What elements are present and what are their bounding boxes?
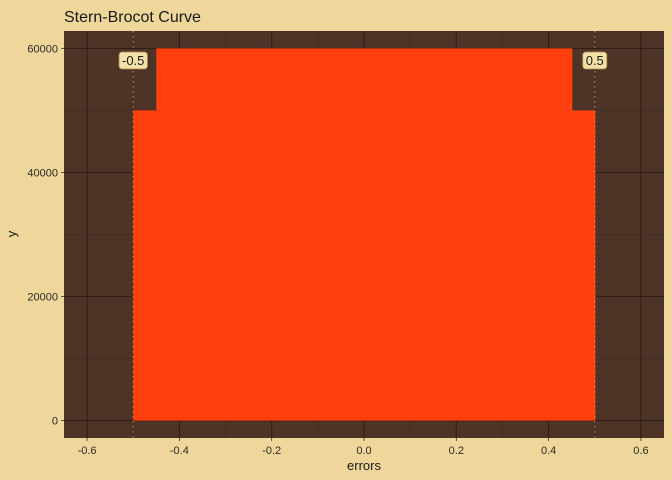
- bar-0: [133, 110, 157, 421]
- y-axis: 0 20000 40000 60000: [27, 43, 64, 428]
- x-tick-label: 0.4: [541, 445, 556, 457]
- vline-label-box: [582, 51, 608, 70]
- plot-area: -0.5 0.5: [64, 31, 664, 438]
- y-axis-label: y: [4, 230, 19, 237]
- x-tick-label: 0.0: [356, 445, 371, 457]
- y-tick-label: 60000: [27, 43, 58, 55]
- vline-label-text: -0.5: [122, 53, 144, 68]
- y-tick-label: 0: [52, 416, 58, 428]
- vline-label-0: -0.5: [118, 51, 148, 70]
- x-tick-label: -0.6: [78, 445, 97, 457]
- x-axis-label: errors: [347, 458, 381, 473]
- bar-layer: [133, 48, 596, 421]
- x-tick-label: -0.4: [170, 445, 189, 457]
- x-tick-label: 0.6: [633, 445, 648, 457]
- bar-2: [571, 110, 596, 421]
- vline-label-1: 0.5: [582, 51, 608, 70]
- y-tick-label: 40000: [27, 167, 58, 179]
- y-tick-label: 20000: [27, 292, 58, 304]
- chart-title: Stern-Brocot Curve: [64, 9, 201, 26]
- vline-label-box: [118, 51, 148, 70]
- bar-1: [156, 48, 573, 421]
- x-tick-label: -0.2: [262, 445, 281, 457]
- x-axis: -0.6 -0.4 -0.2 0.0 0.2 0.4 0.6: [78, 438, 649, 457]
- vline-label-text: 0.5: [586, 53, 604, 68]
- annotation-layer: -0.5 0.5: [118, 51, 608, 70]
- x-tick-label: 0.2: [449, 445, 464, 457]
